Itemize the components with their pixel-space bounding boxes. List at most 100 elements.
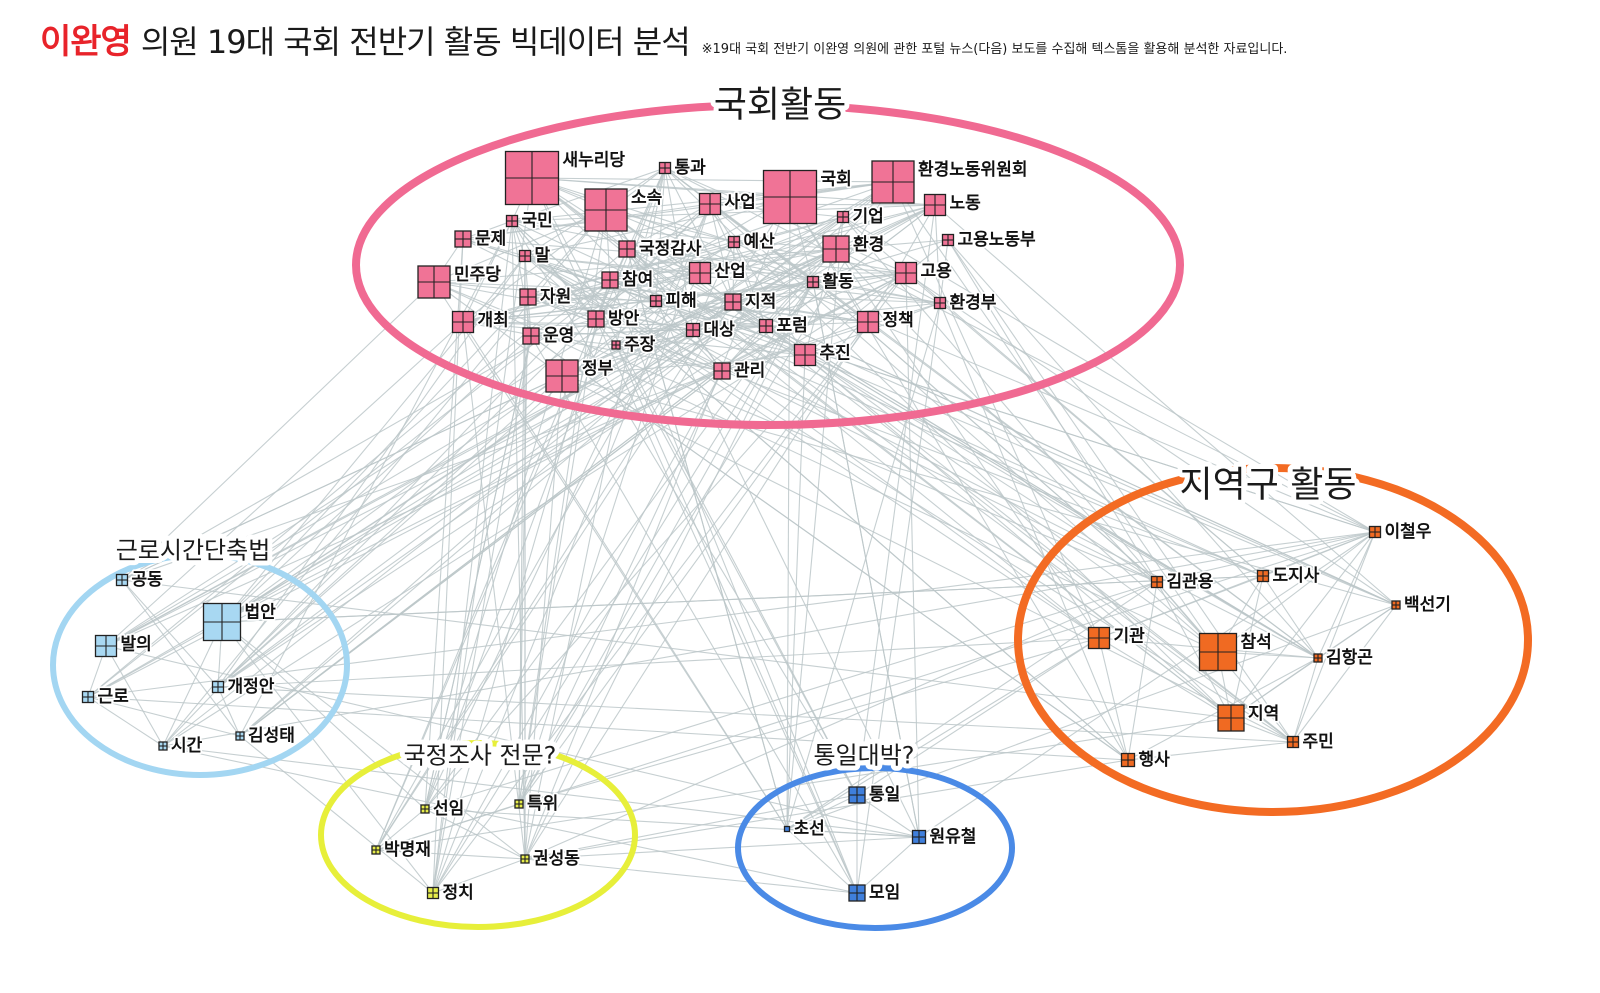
edge-국회-국정감사 bbox=[626, 196, 791, 250]
node-운영: 운영 bbox=[522, 324, 576, 348]
node-label: 기관 bbox=[1114, 627, 1146, 647]
node-정부: 정부 bbox=[545, 357, 615, 393]
edge-개정안-사업 bbox=[217, 203, 711, 688]
node-활동: 활동 bbox=[806, 269, 856, 294]
node-label: 환경부 bbox=[950, 293, 997, 313]
node-피해: 피해 bbox=[649, 289, 699, 313]
node-초선: 초선 bbox=[783, 817, 827, 841]
node-label: 백선기 bbox=[1404, 595, 1451, 615]
edge-개정안-포럼 bbox=[217, 325, 767, 688]
edge-정치-문제 bbox=[432, 238, 464, 894]
edge-주민-포럼 bbox=[765, 325, 1294, 743]
edge-김항곤-추진 bbox=[804, 354, 1319, 659]
node-참여: 참여 bbox=[601, 267, 655, 292]
node-도지사: 도지사 bbox=[1256, 564, 1322, 588]
node-label: 행사 bbox=[1139, 750, 1171, 770]
edge-백선기-초선 bbox=[786, 604, 1397, 830]
node-label: 피해 bbox=[666, 291, 697, 311]
node-label: 박명재 bbox=[384, 840, 431, 860]
node-label: 산업 bbox=[715, 262, 746, 282]
edge-발의-시간 bbox=[105, 645, 164, 747]
node-모임: 모임 bbox=[848, 880, 902, 905]
edge-통일-국민 bbox=[511, 220, 858, 796]
edge-권성동-행사 bbox=[524, 759, 1129, 860]
node-개정안: 개정안 bbox=[211, 675, 277, 699]
node-label: 고용노동부 bbox=[958, 230, 1037, 250]
edge-김관용-새누리당 bbox=[531, 177, 1158, 583]
edge-초선-기관 bbox=[786, 637, 1100, 830]
edge-환경노동위원회-문제 bbox=[462, 181, 894, 240]
node-label: 민주당 bbox=[454, 265, 501, 285]
edge-김항곤-고용노동부 bbox=[947, 239, 1319, 659]
node-label: 정치 bbox=[443, 883, 474, 903]
node-label: 운영 bbox=[543, 326, 574, 346]
cluster-ellipse-unification bbox=[735, 765, 1015, 931]
node-label: 이철우 bbox=[1385, 522, 1432, 542]
edge-기관-특위 bbox=[518, 637, 1100, 805]
edge-법안-산업 bbox=[221, 272, 701, 623]
node-기관: 기관 bbox=[1087, 625, 1147, 650]
edge-권성동-개최 bbox=[462, 321, 526, 860]
node-민주당: 민주당 bbox=[417, 263, 503, 299]
edge-특위-말 bbox=[518, 255, 526, 805]
edge-김항곤-지적 bbox=[732, 301, 1319, 659]
edge-권성동-통과 bbox=[524, 167, 666, 860]
node-label: 관리 bbox=[734, 361, 765, 381]
node-label: 모임 bbox=[869, 882, 900, 903]
edge-국정감사-포럼 bbox=[626, 248, 767, 327]
edge-모임-권성동 bbox=[524, 858, 858, 894]
edge-모임-참여 bbox=[609, 279, 858, 894]
edge-노동-환경부 bbox=[934, 204, 941, 304]
edge-원유철-피해 bbox=[655, 300, 920, 838]
edge-통일-초선 bbox=[786, 794, 858, 830]
edge-특위-자원 bbox=[518, 296, 529, 805]
edge-초선-모임 bbox=[786, 828, 858, 894]
node-행사: 행사 bbox=[1120, 748, 1172, 772]
edge-통일-원유철 bbox=[856, 794, 920, 838]
edge-백선기-고용 bbox=[905, 272, 1397, 606]
edge-이철우-근로 bbox=[87, 531, 1376, 698]
title-politician-name: 이완영 bbox=[40, 22, 132, 62]
node-label: 지적 bbox=[745, 292, 776, 312]
edge-특위-고용 bbox=[518, 272, 907, 805]
node-label: 추진 bbox=[820, 344, 851, 364]
node-환경: 환경 bbox=[822, 233, 886, 263]
node-특위: 특위 bbox=[514, 792, 560, 816]
edge-사업-노동 bbox=[709, 203, 936, 206]
edge-공동-민주당 bbox=[121, 281, 435, 581]
edge-개정안-김성태 bbox=[217, 686, 241, 737]
node-원유철: 원유철 bbox=[911, 825, 978, 849]
edge-참석-민주당 bbox=[433, 281, 1219, 653]
cluster-ellipse-labor bbox=[50, 552, 350, 778]
edge-백선기-지적 bbox=[732, 301, 1397, 606]
node-선임: 선임 bbox=[420, 796, 466, 821]
node-label: 김성태 bbox=[248, 726, 295, 746]
edge-발의-개최 bbox=[105, 321, 464, 647]
edge-시간-고용 bbox=[162, 272, 907, 747]
edge-도지사-지역 bbox=[1230, 575, 1264, 719]
node-label: 김관용 bbox=[1167, 572, 1214, 592]
edge-선임-김관용 bbox=[424, 581, 1158, 810]
edge-개정안-지적 bbox=[217, 301, 734, 688]
edge-김성태-국민 bbox=[239, 220, 513, 737]
edge-참석-환경노동위원회 bbox=[892, 181, 1219, 653]
node-label: 방안 bbox=[608, 309, 640, 329]
node-label: 통과 bbox=[675, 158, 707, 178]
node-label: 사업 bbox=[725, 193, 756, 213]
node-발의: 발의 bbox=[94, 633, 154, 658]
node-고용: 고용 bbox=[894, 260, 954, 285]
node-문제: 문제 bbox=[454, 227, 508, 251]
node-지적: 지적 bbox=[724, 290, 778, 314]
edge-권성동-원유철 bbox=[524, 836, 920, 860]
node-label: 선임 bbox=[433, 798, 464, 819]
node-예산: 예산 bbox=[727, 230, 777, 254]
node-label: 원유철 bbox=[930, 827, 977, 847]
title-main-text: 의원 19대 국회 전반기 활동 빅데이터 분석 bbox=[140, 23, 691, 61]
edge-사업-국정감사 bbox=[626, 203, 711, 250]
edge-박명재-국회 bbox=[375, 196, 791, 851]
node-국민: 국민 bbox=[505, 209, 555, 233]
edge-행사-환경부 bbox=[939, 302, 1129, 761]
edge-모임-방안 bbox=[595, 318, 858, 894]
node-소속: 소속 bbox=[584, 186, 664, 232]
node-고용노동부: 고용노동부 bbox=[941, 228, 1038, 252]
